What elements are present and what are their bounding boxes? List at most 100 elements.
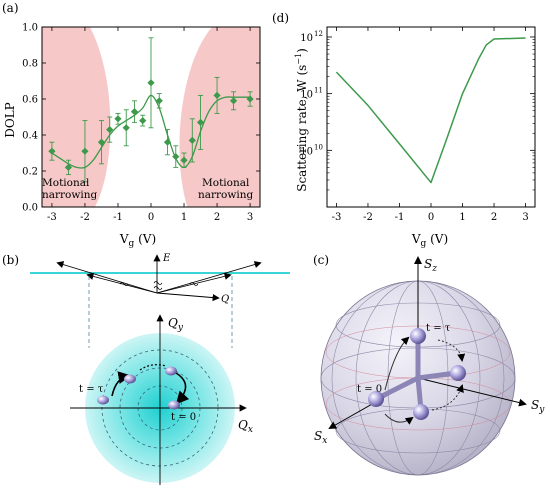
panel-c-diagram: (c) Sz Sy Sx xyxy=(313,253,545,476)
data-point xyxy=(188,136,196,144)
y-tick-label: 10 xyxy=(300,90,313,101)
panel-a-xlabel-main: V xyxy=(119,232,129,246)
panel-a-label: (a) xyxy=(2,1,19,15)
data-point xyxy=(172,153,180,161)
x-tick-label: 3 xyxy=(522,212,528,223)
x-tick-label: -2 xyxy=(363,212,373,223)
shade-right xyxy=(179,27,260,207)
x-tick-label: -3 xyxy=(47,212,57,223)
data-point xyxy=(180,156,188,164)
precession-arrow-bottom xyxy=(384,413,414,425)
y-tick-label: 0.2 xyxy=(22,167,38,178)
panel-d-xlabel: Vg (V) xyxy=(411,232,448,249)
data-point xyxy=(147,79,155,87)
data-point xyxy=(48,147,56,155)
x-tick-label: 3 xyxy=(247,212,253,223)
b-t-zero-label: t = 0 xyxy=(171,412,196,423)
data-point xyxy=(130,108,139,116)
panel-d-label: (d) xyxy=(272,11,289,25)
data-point xyxy=(114,115,122,123)
panel-a-ylabel: DOLP xyxy=(3,102,17,138)
data-point xyxy=(139,117,147,125)
b-t-tau-label: t = τ xyxy=(79,384,104,395)
x-tick-label: 1 xyxy=(459,212,465,223)
annotation-right-line1: Motional xyxy=(202,177,250,189)
trajectory-arrow-right xyxy=(175,372,190,405)
x-tick-label: 2 xyxy=(491,212,497,223)
annotation-left-line1: Motional xyxy=(42,177,90,189)
x-tick-label: 2 xyxy=(214,212,220,223)
panel-a-xlabel-unit: (V) xyxy=(134,232,156,246)
y-tick-label: 10 xyxy=(300,33,313,44)
exciton-balls xyxy=(97,366,180,410)
y-tick-exponent: 10 xyxy=(314,143,323,151)
y-tick-label: 1.0 xyxy=(22,23,38,34)
panel-d-ylabel: Scattering rate, W (s−1) xyxy=(294,48,309,192)
panel-d-ylabel-close: ) xyxy=(295,48,309,53)
x-tick-label: 1 xyxy=(181,212,187,223)
qy-label: Qy xyxy=(168,316,184,333)
y-tick-exponent: 11 xyxy=(314,87,323,95)
data-point xyxy=(97,138,106,146)
motional-narrowing-shading xyxy=(42,27,260,207)
wave-marks xyxy=(119,281,199,290)
x-tick-label: -1 xyxy=(395,212,405,223)
x-tick-label: -3 xyxy=(332,212,342,223)
panel-a-xlabel-sub: g xyxy=(129,239,135,249)
data-point xyxy=(229,97,238,105)
pseudospin-balls xyxy=(368,328,466,420)
E-field-label: E xyxy=(162,253,171,264)
data-point xyxy=(163,138,172,146)
data-point xyxy=(196,118,205,126)
x-tick-label: 0 xyxy=(148,212,154,223)
sx-label: Sx xyxy=(314,429,327,446)
panel-d-xlabel-sub: g xyxy=(421,239,427,249)
data-point xyxy=(81,147,89,155)
data-point xyxy=(213,91,221,99)
y-tick-label: 0.8 xyxy=(22,59,38,70)
panel-b-label: (b) xyxy=(2,253,19,267)
sz-label: Sz xyxy=(424,257,437,274)
scattering-rate-line xyxy=(335,37,526,184)
panel-a-chart: (a) -3 -2 -1 0 1 2 3 0.0 0.2 0.4 0.6 0.8 1.0 Motiona… xyxy=(2,1,261,249)
y-tick-label: 0.6 xyxy=(22,95,38,106)
annotation-right-line2: narrowing xyxy=(198,189,253,201)
y-tick-label: 0.0 xyxy=(22,203,38,214)
panel-d-ylabel-sup: −1 xyxy=(294,53,303,65)
panel-c-label: (c) xyxy=(313,253,329,267)
sy-axis xyxy=(417,377,527,407)
y-tick-label: 10 xyxy=(300,146,313,157)
data-point xyxy=(64,163,73,171)
x-tick-label: -1 xyxy=(113,212,123,223)
trajectory-dotted xyxy=(139,364,167,371)
panel-d-ylabel-text: Scattering rate, W (s xyxy=(295,65,309,192)
panel-d-xlabel-main: V xyxy=(411,232,421,246)
x-tick-label: 0 xyxy=(428,212,434,223)
annotation-left-line2: narrowing xyxy=(42,189,97,201)
data-point xyxy=(122,124,130,132)
y-tick-exponent: 12 xyxy=(314,30,323,38)
y-tick-label: 0.4 xyxy=(22,131,38,142)
wave-vector-rays xyxy=(56,254,262,302)
shade-left xyxy=(42,27,111,207)
precession-arrow-left xyxy=(384,336,410,391)
panel-b-diagram: (b) E Q Qy xyxy=(2,253,290,485)
sy-label: Sy xyxy=(531,398,545,415)
data-point xyxy=(106,126,114,134)
c-t-tau-label: t = τ xyxy=(426,323,451,334)
panel-d-xlabel-unit: (V) xyxy=(426,232,448,246)
precession-arrow-right xyxy=(431,384,464,411)
panel-a-xlabel: Vg (V) xyxy=(119,232,156,249)
c-t-zero-label: t = 0 xyxy=(357,384,382,395)
qx-label: Qx xyxy=(238,418,253,435)
panel-d-frame xyxy=(326,26,536,208)
Q-vector-label: Q xyxy=(221,294,229,305)
data-point xyxy=(155,97,163,105)
panel-a-axes: -3 -2 -1 0 1 2 3 0.0 0.2 0.4 0.6 0.8 1.0 xyxy=(22,23,261,223)
data-point xyxy=(246,95,254,103)
dolp-data-points xyxy=(48,37,254,183)
x-tick-label: -2 xyxy=(80,212,90,223)
